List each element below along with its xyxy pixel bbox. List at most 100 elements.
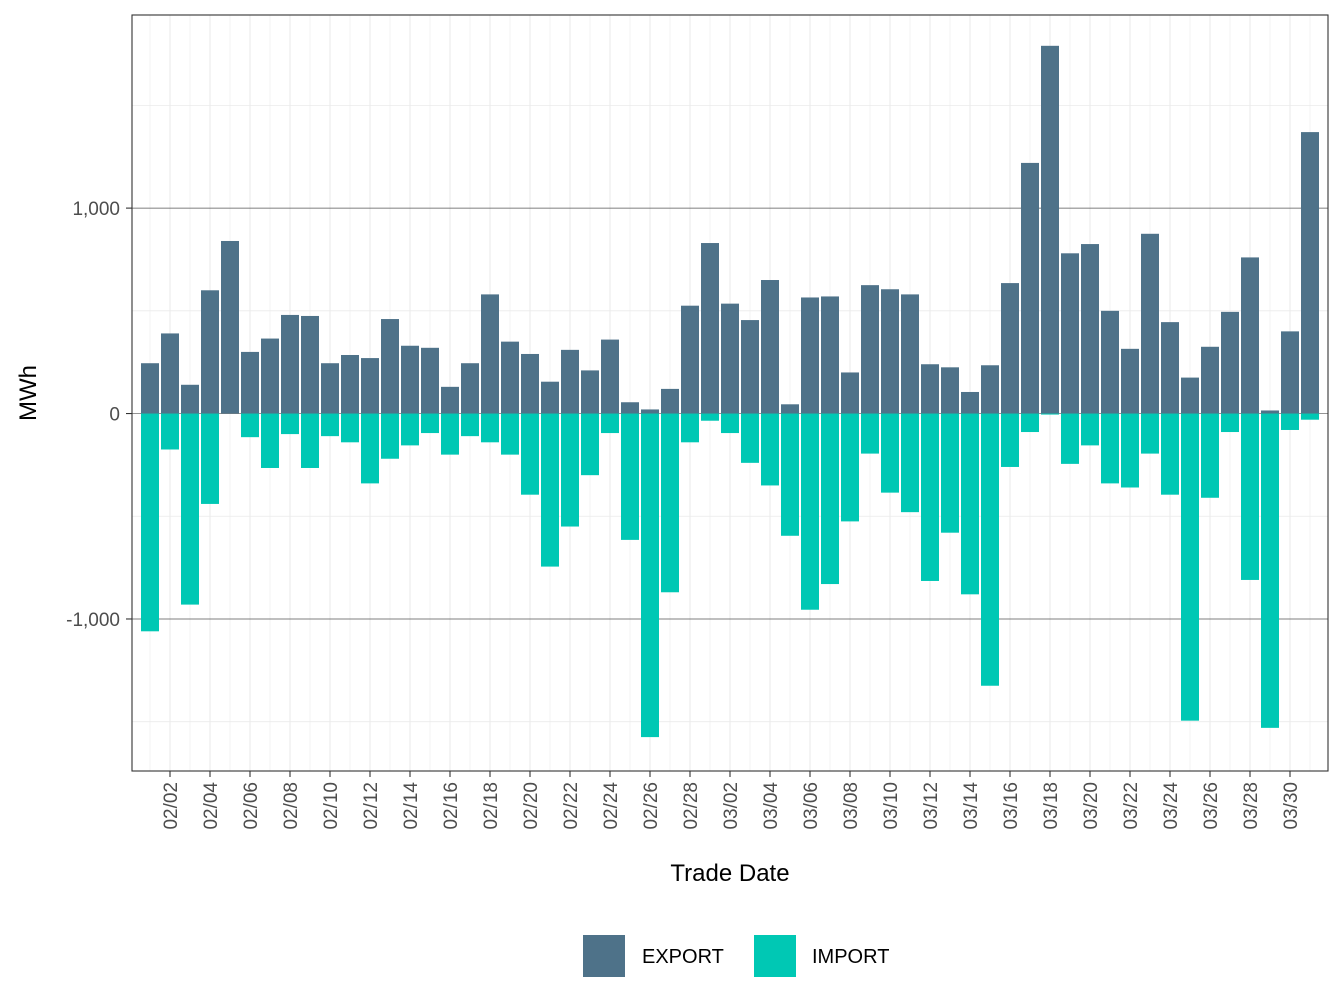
x-tick-label: 02/20 — [521, 782, 542, 830]
bar-export — [861, 285, 879, 414]
y-tick-label: 1,000 — [72, 199, 120, 220]
bar-import — [961, 413, 979, 595]
bar-export — [741, 320, 759, 414]
bar-import — [1221, 413, 1239, 433]
x-tick-label: 03/06 — [801, 782, 822, 830]
x-tick-label: 03/24 — [1161, 782, 1182, 830]
bar-export — [1081, 244, 1099, 414]
x-tick-label: 03/22 — [1121, 782, 1142, 830]
bar-export — [1221, 311, 1239, 414]
bar-export — [881, 289, 899, 414]
x-tick-label: 03/26 — [1201, 782, 1222, 830]
bar-export — [801, 297, 819, 414]
bar-import — [1101, 413, 1119, 484]
bar-export — [1241, 257, 1259, 414]
x-tick-label: 02/10 — [321, 782, 342, 830]
bar-import — [1061, 413, 1079, 464]
x-tick-label: 02/02 — [161, 782, 182, 830]
bar-export — [981, 365, 999, 414]
bar-export — [441, 386, 459, 414]
bar-export — [1301, 132, 1319, 414]
bar-export — [761, 280, 779, 414]
bar-export — [181, 384, 199, 414]
bar-import — [761, 413, 779, 486]
bar-export — [161, 333, 179, 414]
bar-import — [1261, 413, 1279, 728]
bar-import — [681, 413, 699, 443]
bar-export — [301, 315, 319, 414]
bar-export — [961, 391, 979, 414]
bar-export — [1061, 253, 1079, 414]
bar-import — [261, 413, 279, 468]
bar-export — [1101, 310, 1119, 414]
y-axis: -1,000 0 1,000 — [66, 199, 132, 631]
bar-export — [701, 243, 719, 414]
bars — [141, 45, 1319, 738]
x-tick-label: 03/18 — [1041, 782, 1062, 830]
bar-import — [321, 413, 339, 437]
bar-import — [1241, 413, 1259, 580]
bar-export — [1261, 410, 1279, 414]
bar-export — [1001, 283, 1019, 414]
x-tick-label: 03/08 — [841, 782, 862, 830]
bar-import — [641, 413, 659, 738]
x-tick-label: 03/10 — [881, 782, 902, 830]
bar-import — [1201, 413, 1219, 498]
bar-import — [981, 413, 999, 686]
bar-import — [741, 413, 759, 463]
bar-export — [941, 367, 959, 414]
bar-export — [661, 388, 679, 414]
bar-export — [681, 305, 699, 414]
x-tick-label: 02/14 — [401, 782, 422, 830]
legend-swatch-export — [583, 935, 625, 977]
bar-import — [1041, 413, 1059, 415]
bar-export — [1141, 233, 1159, 414]
x-tick-label: 02/08 — [281, 782, 302, 830]
bar-export — [601, 339, 619, 414]
bar-import — [901, 413, 919, 513]
x-tick-label: 03/14 — [961, 782, 982, 830]
bar-import — [501, 413, 519, 455]
bar-import — [161, 413, 179, 450]
bar-export — [241, 351, 259, 414]
legend-label-export: EXPORT — [642, 946, 724, 968]
bar-import — [1181, 413, 1199, 721]
y-tick-label: -1,000 — [66, 610, 120, 631]
legend: EXPORT IMPORT — [583, 935, 889, 977]
x-tick-label: 03/04 — [761, 782, 782, 830]
bar-export — [641, 409, 659, 414]
x-axis: 02/02 02/04 02/06 02/08 02/10 02/12 02/14 02/16… — [161, 771, 1302, 830]
bar-import — [621, 413, 639, 540]
bar-import — [561, 413, 579, 527]
bar-export — [1181, 377, 1199, 414]
bar-import — [421, 413, 439, 434]
x-tick-label: 02/26 — [641, 782, 662, 830]
x-tick-label: 02/22 — [561, 782, 582, 830]
bar-import — [541, 413, 559, 567]
bar-import — [821, 413, 839, 585]
bar-export — [501, 341, 519, 414]
bar-export — [821, 296, 839, 414]
x-tick-label: 03/16 — [1001, 782, 1022, 830]
bar-export — [321, 363, 339, 414]
x-tick-label: 03/12 — [921, 782, 942, 830]
bar-import — [341, 413, 359, 443]
bar-import — [441, 413, 459, 455]
bar-export — [781, 404, 799, 414]
bar-import — [801, 413, 819, 610]
bar-export — [721, 303, 739, 414]
x-tick-label: 03/30 — [1281, 782, 1302, 830]
x-tick-label: 02/28 — [681, 782, 702, 830]
bar-export — [1281, 331, 1299, 414]
bar-export — [581, 370, 599, 414]
bar-export — [421, 347, 439, 414]
bar-export — [221, 240, 239, 414]
bar-import — [861, 413, 879, 454]
bar-export — [901, 294, 919, 414]
x-tick-label: 03/20 — [1081, 782, 1102, 830]
bar-export — [1021, 162, 1039, 414]
bar-import — [401, 413, 419, 446]
bar-import — [361, 413, 379, 484]
bar-import — [661, 413, 679, 593]
